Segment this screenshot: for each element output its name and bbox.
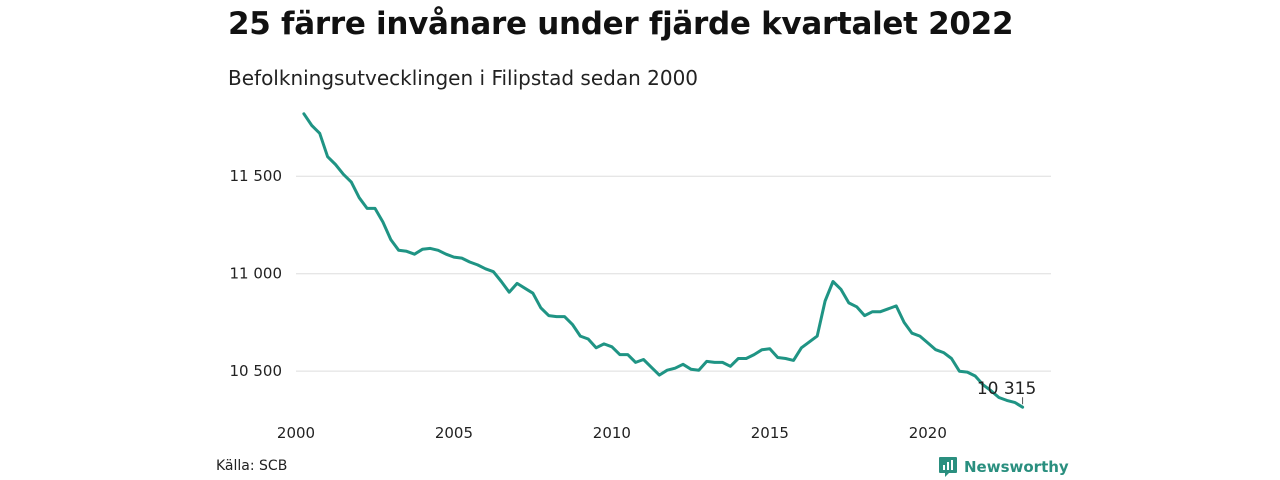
x-tick-label: 2005 bbox=[435, 424, 473, 442]
y-tick-label: 10 500 bbox=[230, 362, 283, 380]
y-axis: 10 500 11 000 11 500 bbox=[230, 167, 283, 380]
brand-name: Newsworthy bbox=[964, 458, 1069, 476]
chart-title: 25 färre invånare under fjärde kvartalet… bbox=[228, 6, 1014, 42]
y-tick-label: 11 500 bbox=[230, 167, 283, 185]
source-note: Källa: SCB bbox=[216, 458, 288, 474]
newsworthy-logo-icon bbox=[939, 457, 957, 477]
y-tick-label: 11 000 bbox=[230, 265, 283, 283]
series-line bbox=[302, 112, 1025, 409]
end-value-label: 10 315 bbox=[977, 379, 1036, 399]
x-tick-label: 2010 bbox=[593, 424, 631, 442]
x-axis: 2000 2005 2010 2015 2020 bbox=[277, 424, 947, 442]
x-tick-label: 2015 bbox=[751, 424, 789, 442]
brand-logo: Newsworthy bbox=[938, 456, 1069, 478]
chart-subtitle: Befolkningsutvecklingen i Filipstad seda… bbox=[228, 66, 699, 90]
gridlines bbox=[296, 175, 1051, 372]
x-tick-label: 2000 bbox=[277, 424, 315, 442]
x-tick-label: 2020 bbox=[909, 424, 947, 442]
